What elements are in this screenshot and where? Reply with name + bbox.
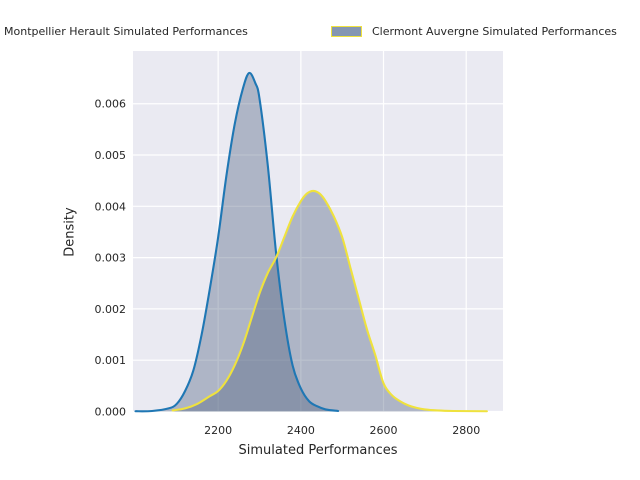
legend-swatch-clermont [331, 26, 362, 37]
x-tick-label: 2200 [204, 424, 232, 437]
y-tick-label: 0.006 [95, 98, 127, 111]
kde-fill-clermont [172, 190, 487, 412]
legend-label-montpellier: Montpellier Herault Simulated Performanc… [4, 25, 248, 38]
kde-line-montpellier [134, 71, 340, 413]
y-tick-label: 0.004 [95, 200, 127, 213]
y-axis-label: Density [62, 207, 78, 257]
legend-entry-clermont: Clermont Auvergne Simulated Performances [331, 25, 617, 38]
x-axis-label: Simulated Performances [238, 443, 398, 458]
y-tick-label: 0.003 [95, 252, 127, 265]
x-tick-label: 2600 [370, 424, 398, 437]
y-tick-label: 0.002 [95, 303, 127, 316]
legend-label-clermont: Clermont Auvergne Simulated Performances [372, 25, 617, 38]
kde-fill-montpellier [135, 72, 339, 412]
x-tick-label: 2800 [452, 424, 480, 437]
y-tick-label: 0.005 [95, 149, 127, 162]
y-tick-label: 0.000 [95, 406, 127, 419]
y-tick-label: 0.001 [95, 354, 127, 367]
plot-area-background [133, 51, 503, 412]
legend-entry-montpellier: Montpellier Herault Simulated Performanc… [0, 25, 248, 38]
x-tick-label: 2400 [287, 424, 315, 437]
kde-line-clermont [171, 189, 488, 413]
